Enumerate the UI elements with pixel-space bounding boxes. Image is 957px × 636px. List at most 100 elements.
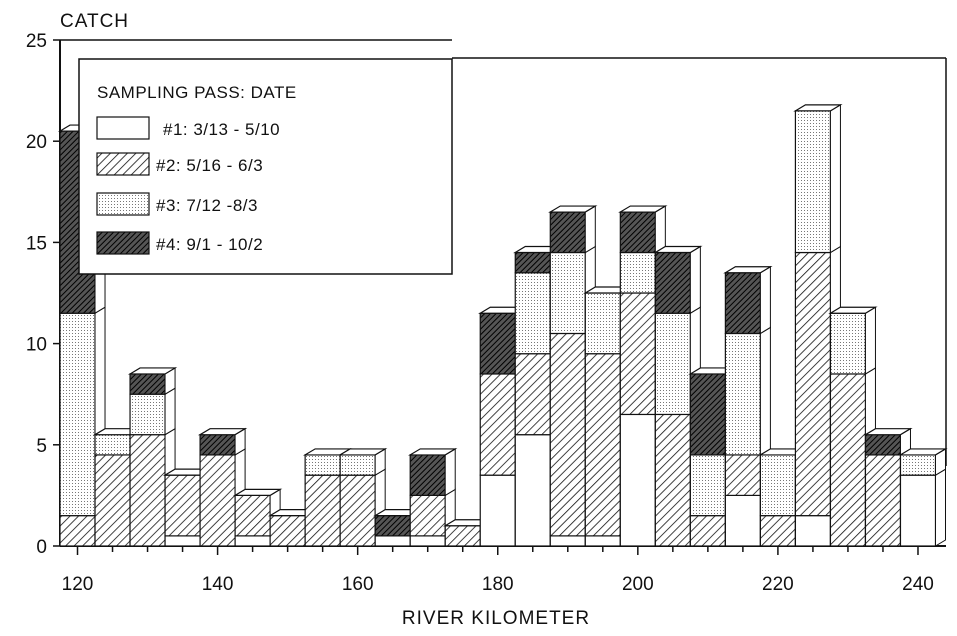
legend: SAMPLING PASS: DATE #1: 3/13 - 5/10 #2: …: [78, 58, 453, 275]
bar-top: [618, 205, 668, 213]
legend-title: SAMPLING PASS: DATE: [97, 83, 297, 102]
bar-segment-pass-3: [759, 454, 797, 517]
bar-segment-pass-1: [899, 474, 937, 547]
bar-segment-pass-3: [339, 454, 376, 476]
bar-segment-pass-3: [59, 312, 96, 517]
bar-top: [232, 488, 283, 496]
bar-side-pass-3: [759, 326, 771, 456]
bar-segment-pass-1: [164, 535, 201, 547]
bar-stack: [548, 205, 598, 547]
legend-label-pass-4: #4: 9/1 - 10/2: [156, 235, 263, 254]
y-tick-label: 5: [36, 436, 47, 457]
x-tick-label: 200: [622, 574, 654, 595]
bar-segment-pass-3: [129, 393, 166, 436]
bar-segment-pass-3: [584, 292, 621, 355]
bar-top: [863, 428, 913, 436]
bar-top: [828, 306, 878, 314]
bar-segment-pass-4: [199, 434, 236, 456]
bar-top: [337, 448, 388, 456]
x-tick-label: 120: [62, 574, 94, 595]
bar-top: [197, 428, 248, 436]
bar-stack: [197, 427, 248, 547]
legend-swatch-pass-1: [96, 116, 150, 140]
bar-segment-pass-3: [899, 454, 937, 476]
bar-segment-pass-2: [129, 434, 166, 547]
bar-segment-pass-3: [654, 312, 691, 416]
bar-top: [793, 104, 843, 112]
bar-top: [127, 367, 178, 375]
bar-stack: [302, 448, 353, 547]
bar-segment-pass-4: [129, 373, 166, 395]
bar-segment-pass-2: [724, 454, 761, 497]
bar-segment-pass-4: [409, 454, 446, 497]
legend-swatch-pass-3: [96, 192, 150, 216]
bar-segment-pass-3: [689, 454, 726, 517]
bar-side-pass-4: [759, 265, 771, 335]
bar-segment-pass-2: [269, 515, 306, 547]
y-tick-label: 10: [26, 335, 47, 356]
bar-segment-pass-4: [654, 251, 691, 314]
bar-segment-pass-1: [724, 494, 761, 547]
y-tick-label: 15: [26, 233, 47, 254]
bar-segment-pass-4: [864, 434, 902, 456]
bar-side-pass-3: [829, 103, 841, 254]
bar-stack: [337, 448, 388, 547]
y-axis-title: CATCH: [60, 11, 129, 32]
bar-top: [548, 205, 598, 213]
bar-stack: [898, 448, 948, 547]
bar-segment-pass-2: [479, 373, 516, 476]
legend-swatch-pass-4: [96, 231, 150, 255]
bar-segment-pass-3: [514, 272, 551, 355]
bar-segment-pass-2: [759, 515, 797, 547]
bar-side-pass-4: [654, 205, 666, 254]
bar-segment-pass-2: [339, 474, 376, 547]
bar-stack: [127, 367, 178, 547]
bar-segment-pass-4: [689, 373, 726, 456]
bar-side-pass-3: [164, 387, 176, 436]
bar-segment-pass-2: [794, 251, 832, 517]
bar-segment-pass-1: [234, 535, 271, 547]
legend-label-pass-1: #1: 3/13 - 5/10: [163, 120, 280, 139]
bar-segment-pass-2: [584, 353, 621, 537]
bar-segment-pass-1: [584, 535, 621, 547]
bar-segment-pass-3: [619, 251, 656, 294]
x-tick-label: 180: [482, 574, 514, 595]
bar-top: [898, 448, 948, 456]
legend-label-pass-3: #3: 7/12 -8/3: [156, 196, 258, 215]
x-tick-label: 160: [342, 574, 374, 595]
bar-segment-pass-2: [94, 454, 131, 547]
bar-segment-pass-1: [479, 474, 516, 547]
bar-segment-pass-3: [794, 110, 832, 254]
bar-segment-pass-2: [59, 515, 96, 547]
bar-segment-pass-2: [409, 494, 446, 537]
bar-segment-pass-2: [864, 454, 902, 547]
bar-segment-pass-2: [689, 515, 726, 547]
bar-segment-pass-3: [304, 454, 341, 476]
bar-segment-pass-4: [514, 251, 551, 274]
bar-segment-pass-4: [374, 515, 411, 537]
bar-segment-pass-2: [619, 292, 656, 416]
x-tick-label: 140: [202, 574, 234, 595]
legend-swatch-pass-2: [96, 152, 150, 176]
bar-side-pass-3: [864, 306, 876, 375]
bar-segment-pass-2: [514, 353, 551, 436]
x-tick-label: 240: [902, 574, 934, 595]
bar-top: [653, 245, 703, 254]
bar-segment-pass-3: [94, 434, 131, 456]
bar-segment-pass-2: [654, 413, 691, 547]
bar-top: [723, 266, 773, 274]
legend-label-pass-2: #2: 5/16 - 6/3: [156, 156, 263, 175]
bar-segment-pass-3: [724, 332, 761, 456]
bar-segment-pass-2: [304, 474, 341, 547]
bar-segment-pass-4: [549, 211, 586, 254]
y-tick-label: 0: [36, 537, 47, 558]
bar-segment-pass-4: [724, 272, 761, 335]
bar-side-pass-4: [584, 205, 596, 254]
bar-segment-pass-3: [549, 251, 586, 335]
y-tick-label: 25: [26, 31, 47, 52]
bar-segment-pass-1: [549, 535, 586, 547]
bar-segment-pass-2: [164, 474, 201, 537]
bar-segment-pass-2: [829, 373, 867, 547]
bar-side-pass-1: [934, 468, 946, 547]
